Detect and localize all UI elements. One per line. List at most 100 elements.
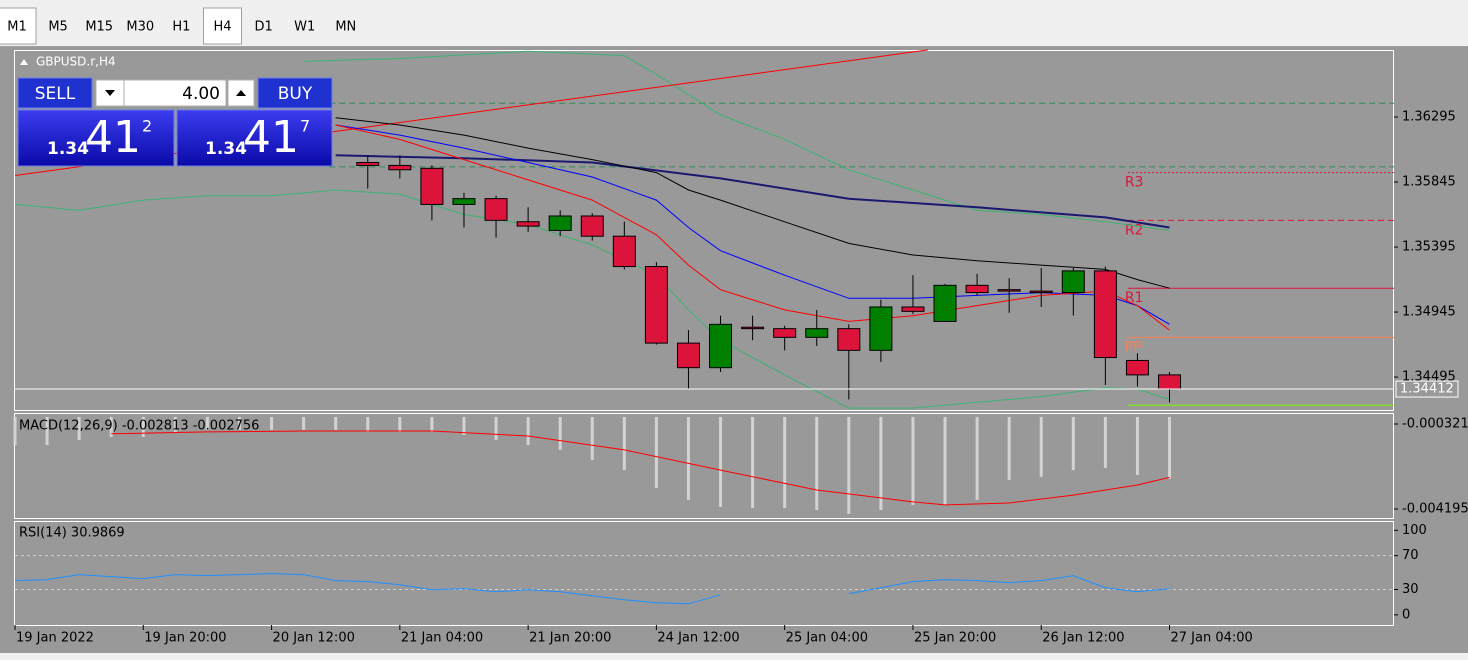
sell-button[interactable] <box>17 77 93 109</box>
trade-panel: SELL 4.00 BUY 1.34 41 2 1.34 41 7 <box>17 77 333 167</box>
y-tick-label: 1.35845 <box>1402 175 1456 190</box>
candle-body <box>388 164 412 171</box>
price-panel <box>14 50 1394 411</box>
indicator-line <box>335 154 1170 229</box>
bid-sup: 2 <box>142 117 152 136</box>
current-price-label: 1.34412 <box>1400 382 1454 397</box>
timeframe-button[interactable] <box>80 8 119 44</box>
volume-value[interactable]: 4.00 <box>182 84 220 104</box>
indicator-title: RSI(14) 30.9869 <box>19 526 125 541</box>
timeframe-button[interactable] <box>121 8 160 44</box>
y-tick-label: 100 <box>1402 523 1427 538</box>
macd-bar <box>45 416 49 446</box>
timeframe-label[interactable]: MN <box>335 20 356 35</box>
x-tick-label: 19 Jan 20:00 <box>144 631 226 646</box>
x-tick-label: 21 Jan 20:00 <box>529 631 611 646</box>
timeframe-label[interactable]: W1 <box>294 20 315 35</box>
macd-bar <box>173 416 177 432</box>
timeframe-button[interactable] <box>39 8 78 44</box>
candle-body <box>420 167 444 205</box>
timeframe-label[interactable]: D1 <box>254 20 272 35</box>
indicator-line <box>303 50 1170 231</box>
macd-bar <box>1007 416 1011 480</box>
timeframe-label[interactable]: M30 <box>126 20 154 35</box>
level-label: PP <box>1125 339 1142 355</box>
macd-bar <box>975 416 979 500</box>
indicator-title: MACD(12,26,9) -0.002813 -0.002756 <box>19 419 259 434</box>
macd-bar <box>13 416 17 446</box>
macd-bar <box>398 416 402 432</box>
macd-panel <box>14 413 1394 519</box>
y-tick-label: 70 <box>1402 548 1419 563</box>
candle-body <box>516 221 540 227</box>
macd-bar <box>943 416 947 505</box>
x-tick-label: 25 Jan 20:00 <box>914 631 996 646</box>
timeframe-button[interactable] <box>285 8 324 44</box>
candle-body <box>965 284 989 294</box>
current-price-box <box>1395 380 1459 398</box>
timeframe-button[interactable] <box>203 7 242 45</box>
macd-bar <box>494 416 498 440</box>
macd-bar <box>1135 416 1139 475</box>
x-tick-label: 21 Jan 04:00 <box>401 631 483 646</box>
ask-big: 1.34 <box>205 139 247 159</box>
timeframe-label[interactable]: M5 <box>48 20 68 35</box>
candle-body <box>837 328 861 351</box>
macd-bar <box>237 416 241 430</box>
buy-button[interactable] <box>257 77 333 109</box>
candle-body <box>452 198 476 205</box>
volume-input[interactable] <box>123 79 227 107</box>
macd-bar <box>77 416 81 440</box>
macd-bar <box>751 416 755 509</box>
macd-bar <box>109 416 113 437</box>
timeframe-button[interactable] <box>0 7 37 45</box>
timeframe-button[interactable] <box>162 8 201 44</box>
macd-bar <box>911 416 915 505</box>
candle-body <box>741 326 765 330</box>
x-tick-label: 26 Jan 12:00 <box>1042 631 1124 646</box>
candle-body <box>612 235 636 268</box>
candle-body <box>580 215 604 237</box>
candle-body <box>997 289 1021 292</box>
sell-label[interactable]: SELL <box>35 84 76 104</box>
macd-bar <box>205 416 209 430</box>
y-tick-label: 30 <box>1402 582 1419 597</box>
candle-body <box>548 215 572 231</box>
candle-body <box>933 284 957 322</box>
x-tick-label: 19 Jan 2022 <box>16 631 94 646</box>
timeframe-label[interactable]: M1 <box>7 20 27 35</box>
level-label: R3 <box>1125 175 1144 191</box>
bid-box[interactable] <box>17 109 175 167</box>
y-tick-label: 1.34945 <box>1402 305 1456 320</box>
macd-bar <box>270 416 274 430</box>
tab-bar <box>0 653 1468 660</box>
timeframe-button[interactable] <box>244 8 283 44</box>
indicator-line <box>335 117 1170 289</box>
macd-bar <box>1103 416 1107 468</box>
rsi-line <box>14 573 1170 605</box>
buy-label[interactable]: BUY <box>278 84 313 104</box>
y-tick-label: -0.004195 <box>1402 502 1468 517</box>
candle-body <box>805 328 829 338</box>
candle-body <box>901 306 925 312</box>
timeframe-label[interactable]: M15 <box>85 20 113 35</box>
timeframe-label[interactable]: H1 <box>172 20 190 35</box>
timeframe-button[interactable] <box>326 8 365 44</box>
candle-body <box>484 198 508 221</box>
macd-bar <box>590 416 594 460</box>
timeframe-label[interactable]: H4 <box>213 20 231 35</box>
signal-line <box>111 430 1170 506</box>
macd-bar <box>366 416 370 432</box>
ask-box[interactable] <box>176 109 333 167</box>
candle-body <box>709 323 733 369</box>
macd-bar <box>719 416 723 507</box>
x-tick-label: 24 Jan 12:00 <box>657 631 739 646</box>
candle-body <box>644 266 668 344</box>
ask-sup: 7 <box>300 117 310 136</box>
macd-bar <box>879 416 883 510</box>
y-tick-label: 1.36295 <box>1402 110 1456 125</box>
candle-body <box>773 328 797 338</box>
macd-bar <box>686 416 690 500</box>
macd-bar <box>815 416 819 510</box>
